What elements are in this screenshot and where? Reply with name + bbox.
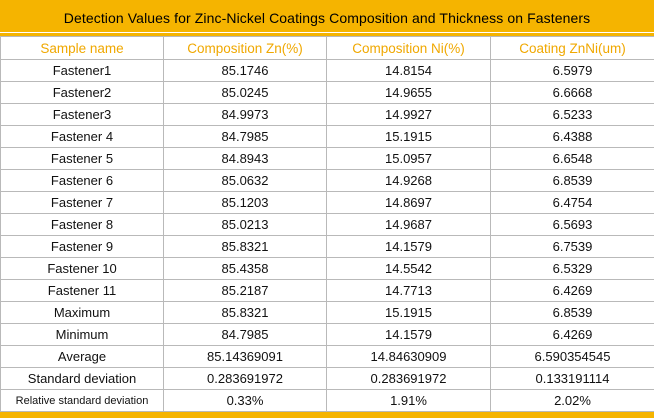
cell-ni: 14.1579 bbox=[326, 235, 491, 258]
cell-coating: 6.4269 bbox=[490, 279, 654, 302]
cell-zn: 85.4358 bbox=[163, 257, 327, 280]
table-row: Average 85.14369091 14.84630909 6.590354545 bbox=[0, 345, 654, 368]
cell-ni: 14.8697 bbox=[326, 191, 491, 214]
cell-zn: 85.8321 bbox=[163, 235, 327, 258]
table-row: Maximum 85.8321 15.1915 6.8539 bbox=[0, 301, 654, 324]
cell-ni: 1.91% bbox=[326, 389, 491, 412]
table-row: Fastener 11 85.2187 14.7713 6.4269 bbox=[0, 279, 654, 302]
cell-coating: 6.8539 bbox=[490, 169, 654, 192]
cell-sample-name: Fastener 7 bbox=[0, 191, 164, 214]
cell-coating: 6.5233 bbox=[490, 103, 654, 126]
cell-sample-name: Fastener 10 bbox=[0, 257, 164, 280]
cell-zn: 85.1203 bbox=[163, 191, 327, 214]
header-sample-name: Sample name bbox=[0, 36, 164, 60]
cell-sample-name: Standard deviation bbox=[0, 367, 164, 390]
cell-zn: 84.7985 bbox=[163, 323, 327, 346]
table-row: Fastener 7 85.1203 14.8697 6.4754 bbox=[0, 191, 654, 214]
table-row: Fastener1 85.1746 14.8154 6.5979 bbox=[0, 59, 654, 82]
cell-zn: 84.9973 bbox=[163, 103, 327, 126]
cell-ni: 14.84630909 bbox=[326, 345, 491, 368]
cell-sample-name: Fastener 5 bbox=[0, 147, 164, 170]
cell-zn: 85.0245 bbox=[163, 81, 327, 104]
cell-sample-name: Fastener3 bbox=[0, 103, 164, 126]
cell-ni: 15.1915 bbox=[326, 125, 491, 148]
cell-ni: 0.283691972 bbox=[326, 367, 491, 390]
cell-coating: 6.5693 bbox=[490, 213, 654, 236]
cell-ni: 14.5542 bbox=[326, 257, 491, 280]
cell-zn: 85.0213 bbox=[163, 213, 327, 236]
cell-coating: 6.4754 bbox=[490, 191, 654, 214]
table-row: Relative standard deviation 0.33% 1.91% 2.0… bbox=[0, 389, 654, 412]
cell-ni: 15.0957 bbox=[326, 147, 491, 170]
table-row: Fastener 6 85.0632 14.9268 6.8539 bbox=[0, 169, 654, 192]
header-composition-ni: Composition Ni(%) bbox=[326, 36, 491, 60]
cell-ni: 14.9687 bbox=[326, 213, 491, 236]
cell-zn: 0.33% bbox=[163, 389, 327, 412]
header-composition-zn: Composition Zn(%) bbox=[163, 36, 327, 60]
cell-sample-name: Fastener1 bbox=[0, 59, 164, 82]
cell-coating: 6.590354545 bbox=[490, 345, 654, 368]
cell-coating: 6.8539 bbox=[490, 301, 654, 324]
cell-zn: 84.7985 bbox=[163, 125, 327, 148]
header-coating-znni: Coating ZnNi(um) bbox=[490, 36, 654, 60]
cell-coating: 6.4388 bbox=[490, 125, 654, 148]
cell-ni: 14.9927 bbox=[326, 103, 491, 126]
cell-sample-name: Fastener 11 bbox=[0, 279, 164, 302]
cell-coating: 6.5329 bbox=[490, 257, 654, 280]
cell-sample-name: Fastener2 bbox=[0, 81, 164, 104]
table-row: Fastener 9 85.8321 14.1579 6.7539 bbox=[0, 235, 654, 258]
cell-zn: 84.8943 bbox=[163, 147, 327, 170]
cell-sample-name: Fastener 8 bbox=[0, 213, 164, 236]
cell-coating: 0.133191114 bbox=[490, 367, 654, 390]
table-title: Detection Values for Zinc-Nickel Coating… bbox=[0, 0, 654, 36]
cell-sample-name: Fastener 9 bbox=[0, 235, 164, 258]
cell-sample-name: Average bbox=[0, 345, 164, 368]
cell-ni: 14.9655 bbox=[326, 81, 491, 104]
cell-zn: 85.14369091 bbox=[163, 345, 327, 368]
cell-ni: 14.8154 bbox=[326, 59, 491, 82]
table-row: Fastener2 85.0245 14.9655 6.6668 bbox=[0, 81, 654, 104]
table-row: Fastener 4 84.7985 15.1915 6.4388 bbox=[0, 125, 654, 148]
cell-zn: 85.0632 bbox=[163, 169, 327, 192]
cell-sample-name: Fastener 6 bbox=[0, 169, 164, 192]
cell-coating: 6.5979 bbox=[490, 59, 654, 82]
cell-sample-name: Maximum bbox=[0, 301, 164, 324]
cell-coating: 6.4269 bbox=[490, 323, 654, 346]
cell-coating: 2.02% bbox=[490, 389, 654, 412]
table-row: Standard deviation 0.283691972 0.283691972… bbox=[0, 367, 654, 390]
cell-ni: 14.1579 bbox=[326, 323, 491, 346]
table-row: Fastener3 84.9973 14.9927 6.5233 bbox=[0, 103, 654, 126]
cell-sample-name: Minimum bbox=[0, 323, 164, 346]
table-row: Fastener 8 85.0213 14.9687 6.5693 bbox=[0, 213, 654, 236]
table-body: Fastener1 85.1746 14.8154 6.5979 Fastener2 85… bbox=[0, 59, 654, 412]
table-row: Minimum 84.7985 14.1579 6.4269 bbox=[0, 323, 654, 346]
header-row: Sample name Composition Zn(%) Compositio… bbox=[0, 36, 654, 60]
cell-sample-name: Relative standard deviation bbox=[0, 389, 164, 412]
data-table: Sample name Composition Zn(%) Compositio… bbox=[0, 36, 654, 412]
cell-zn: 0.283691972 bbox=[163, 367, 327, 390]
cell-coating: 6.6548 bbox=[490, 147, 654, 170]
cell-zn: 85.8321 bbox=[163, 301, 327, 324]
cell-ni: 15.1915 bbox=[326, 301, 491, 324]
cell-ni: 14.7713 bbox=[326, 279, 491, 302]
cell-ni: 14.9268 bbox=[326, 169, 491, 192]
table-row: Fastener 10 85.4358 14.5542 6.5329 bbox=[0, 257, 654, 280]
cell-sample-name: Fastener 4 bbox=[0, 125, 164, 148]
table-row: Fastener 5 84.8943 15.0957 6.6548 bbox=[0, 147, 654, 170]
cell-coating: 6.7539 bbox=[490, 235, 654, 258]
cell-coating: 6.6668 bbox=[490, 81, 654, 104]
cell-zn: 85.1746 bbox=[163, 59, 327, 82]
cell-zn: 85.2187 bbox=[163, 279, 327, 302]
bottom-accent-bar bbox=[0, 412, 654, 418]
